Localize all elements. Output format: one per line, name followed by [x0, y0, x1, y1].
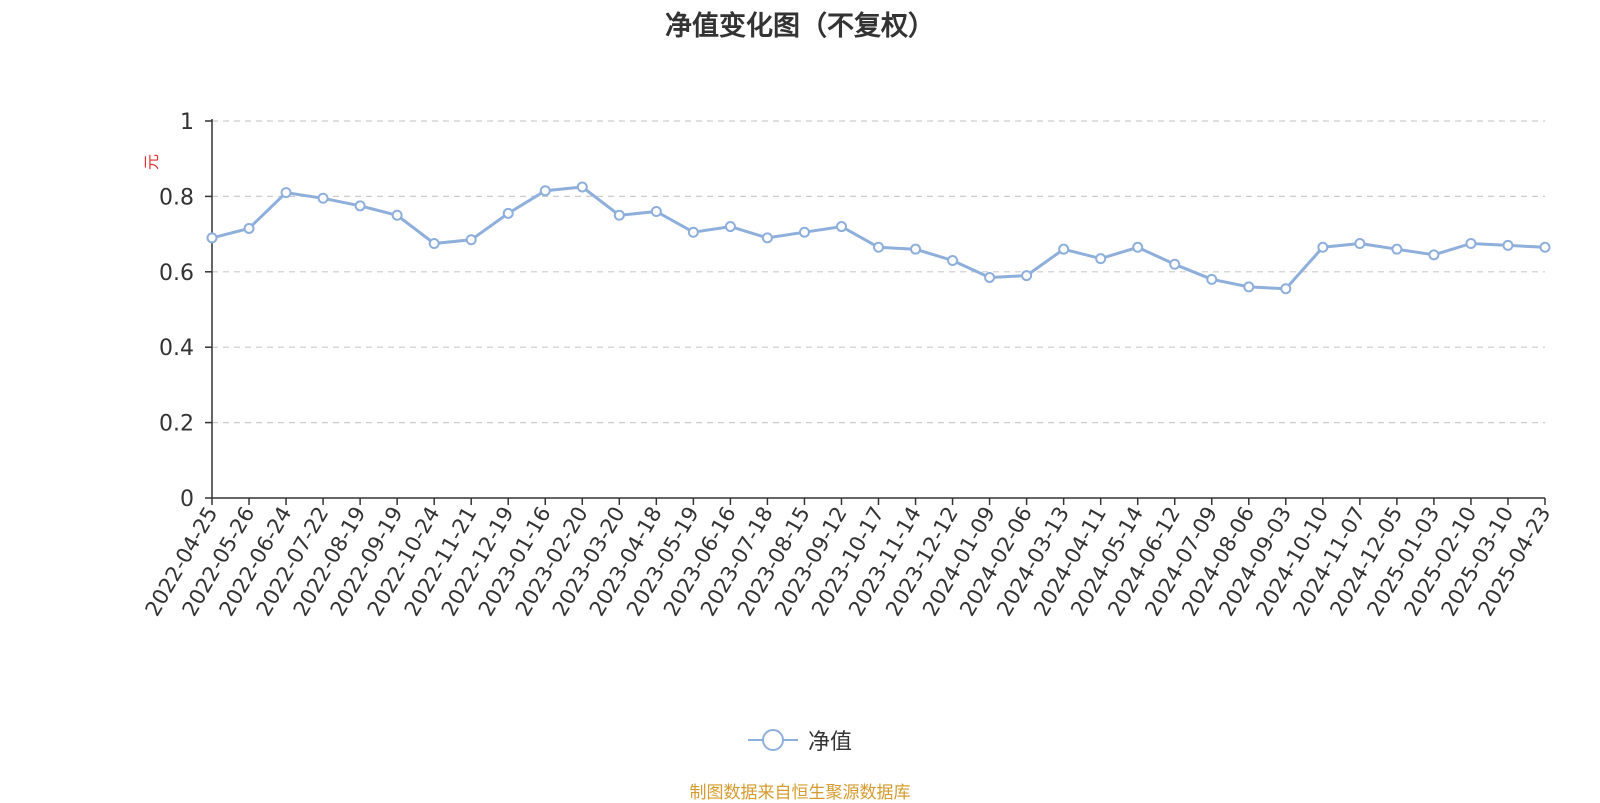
- data-point: [280, 187, 292, 199]
- y-tick-label: 0.4: [159, 336, 194, 361]
- legend-label: 净值: [807, 730, 852, 755]
- data-point: [428, 238, 440, 250]
- data-point: [206, 232, 218, 244]
- chart-title: 净值变化图（不复权）: [665, 11, 935, 42]
- data-point: [984, 271, 996, 283]
- data-point: [391, 209, 403, 221]
- data-point: [1132, 241, 1144, 253]
- data-point: [1428, 249, 1440, 261]
- data-point: [947, 254, 959, 266]
- data-point: [1021, 270, 1033, 282]
- y-tick-label: 0: [180, 487, 194, 512]
- data-point: [1206, 273, 1218, 285]
- y-tick-label: 0.6: [159, 261, 194, 286]
- data-point: [576, 181, 588, 193]
- data-point: [243, 222, 255, 234]
- data-point: [873, 241, 884, 253]
- data-point: [1391, 243, 1403, 255]
- data-point: [1243, 281, 1255, 293]
- data-point: [539, 185, 551, 197]
- data-point: [1058, 243, 1070, 255]
- data-point: [1354, 238, 1366, 250]
- y-tick-label: 1: [180, 110, 194, 135]
- data-point: [1280, 283, 1292, 295]
- source-note: 制图数据来自恒生聚源数据库: [689, 783, 911, 803]
- series-line: [211, 185, 1546, 291]
- data-point: [910, 243, 922, 255]
- data-point: [1317, 241, 1329, 253]
- data-point: [724, 221, 736, 233]
- data-point: [835, 221, 847, 233]
- data-point: [1095, 253, 1107, 265]
- data-point: [502, 207, 514, 219]
- legend-line-circle-icon: [747, 729, 798, 751]
- data-point: [613, 209, 625, 221]
- data-point: [1502, 239, 1514, 251]
- data-point: [317, 192, 329, 204]
- data-point: [650, 205, 662, 217]
- data-point: [354, 200, 366, 212]
- legend[interactable]: 净值: [0, 724, 1600, 756]
- data-point: [1539, 241, 1551, 253]
- data-point: [798, 226, 810, 238]
- legend-item-nav[interactable]: 净值: [747, 724, 852, 756]
- data-point: [761, 232, 773, 244]
- data-point: [1465, 238, 1477, 250]
- data-point: [1169, 258, 1181, 270]
- data-point: [687, 226, 699, 238]
- data-point: [465, 234, 477, 246]
- y-axis-label: 元: [142, 154, 161, 170]
- y-tick-label: 0.8: [159, 185, 194, 210]
- y-tick-label: 0.2: [159, 412, 194, 437]
